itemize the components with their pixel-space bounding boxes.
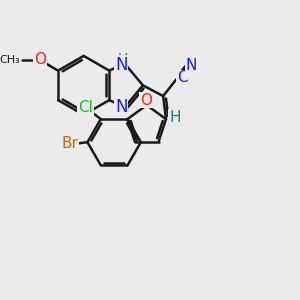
Text: O: O xyxy=(34,52,46,68)
Text: N: N xyxy=(115,56,128,74)
Text: H: H xyxy=(169,110,181,125)
Text: O: O xyxy=(140,93,152,108)
Text: Br: Br xyxy=(61,136,79,151)
Text: Cl: Cl xyxy=(78,100,93,115)
Text: H: H xyxy=(118,52,128,66)
Text: N: N xyxy=(185,58,197,73)
Text: CH₃: CH₃ xyxy=(0,55,20,65)
Text: C: C xyxy=(177,70,187,85)
Text: N: N xyxy=(115,98,128,116)
